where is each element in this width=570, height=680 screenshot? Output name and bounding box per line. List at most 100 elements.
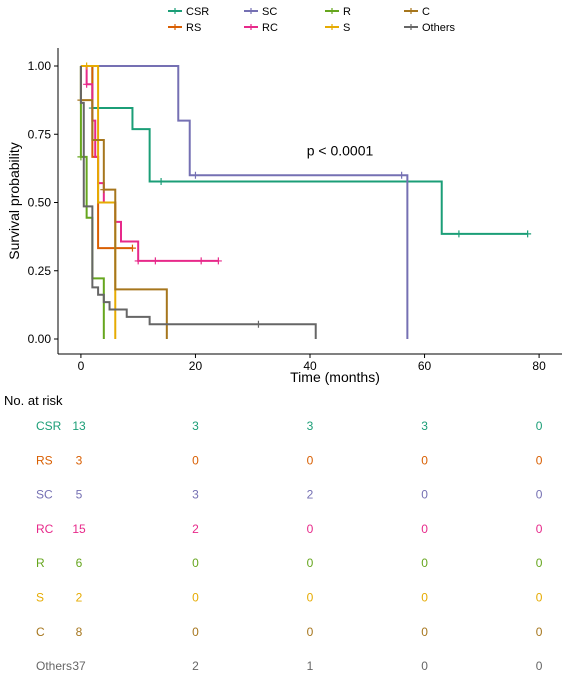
risk-row-label: S bbox=[36, 591, 44, 605]
risk-count: 0 bbox=[192, 453, 199, 467]
curve-rs bbox=[80, 65, 133, 250]
risk-row-csr: CSR 13 3 3 3 0 bbox=[36, 419, 543, 433]
y-tick-label: 1.00 bbox=[28, 59, 52, 73]
plot-area: 0.00 0.25 0.50 0.75 1.00 0 20 40 60 80 p < 0.000… bbox=[28, 48, 562, 373]
risk-count: 0 bbox=[421, 453, 428, 467]
risk-count: 5 bbox=[76, 488, 83, 502]
risk-count: 0 bbox=[421, 488, 428, 502]
legend-label-rc: RC bbox=[262, 22, 278, 34]
risk-count: 13 bbox=[72, 419, 86, 433]
risk-count: 0 bbox=[307, 556, 314, 570]
risk-count: 0 bbox=[307, 453, 314, 467]
risk-count: 3 bbox=[307, 419, 314, 433]
risk-count: 0 bbox=[536, 453, 543, 467]
survival-curves bbox=[77, 62, 532, 339]
p-value-annotation: p < 0.0001 bbox=[307, 142, 374, 158]
risk-count: 3 bbox=[421, 419, 428, 433]
censor-mark-rc bbox=[134, 257, 142, 265]
risk-count: 2 bbox=[192, 659, 199, 673]
risk-count: 0 bbox=[421, 659, 428, 673]
risk-count: 0 bbox=[536, 556, 543, 570]
legend-key-mark-r bbox=[329, 8, 335, 14]
risk-row-label: C bbox=[36, 625, 45, 639]
risk-count: 0 bbox=[536, 522, 543, 536]
legend-label-r: R bbox=[343, 6, 351, 18]
risk-count: 0 bbox=[192, 556, 199, 570]
risk-row-sc: SC 5 3 2 0 0 bbox=[36, 488, 543, 502]
legend-label-others: Others bbox=[422, 22, 456, 34]
legend-label-csr: CSR bbox=[186, 6, 209, 18]
risk-count: 0 bbox=[536, 488, 543, 502]
censor-mark-csr bbox=[157, 177, 165, 185]
legend-key-mark-sc bbox=[248, 8, 254, 14]
x-tick-label: 40 bbox=[303, 359, 317, 373]
risk-count: 0 bbox=[192, 591, 199, 605]
legend-key-mark-rc bbox=[248, 24, 254, 30]
x-tick-label: 20 bbox=[189, 359, 203, 373]
censor-mark-csr bbox=[524, 230, 532, 238]
risk-row-r: R 6 0 0 0 0 bbox=[36, 556, 543, 570]
x-tick-label: 60 bbox=[418, 359, 432, 373]
x-tick-label: 0 bbox=[78, 359, 85, 373]
legend-key-mark-others bbox=[408, 24, 414, 30]
curve-others bbox=[79, 66, 317, 339]
censor-mark-sc bbox=[191, 171, 199, 179]
risk-count: 2 bbox=[76, 591, 83, 605]
censor-mark-sc bbox=[398, 171, 406, 179]
risk-count: 0 bbox=[192, 625, 199, 639]
censor-mark-c bbox=[100, 186, 108, 194]
legend-key-mark-s bbox=[329, 24, 335, 30]
risk-count: 0 bbox=[536, 591, 543, 605]
curve-c bbox=[79, 66, 168, 339]
risk-row-others: Others 37 2 1 0 0 bbox=[36, 659, 543, 673]
legend-label-s: S bbox=[343, 22, 350, 34]
risk-row-label: RS bbox=[36, 453, 53, 467]
risk-row-label: RC bbox=[36, 522, 54, 536]
risk-row-c: C 8 0 0 0 0 bbox=[36, 625, 543, 639]
censor-mark-rc bbox=[214, 257, 222, 265]
censor-mark-csr bbox=[455, 230, 463, 238]
risk-count: 0 bbox=[536, 659, 543, 673]
risk-count: 1 bbox=[307, 659, 314, 673]
censor-mark-rc bbox=[83, 80, 91, 88]
x-axis-ticks: 0 20 40 60 80 bbox=[78, 354, 546, 373]
risk-row-rc: RC 15 2 0 0 0 bbox=[36, 522, 543, 536]
risk-count: 3 bbox=[192, 419, 199, 433]
y-tick-label: 0.50 bbox=[28, 196, 52, 210]
censor-mark-rc bbox=[197, 257, 205, 265]
x-tick-label: 80 bbox=[532, 359, 546, 373]
curve-csr bbox=[80, 65, 528, 235]
curve-rc bbox=[80, 65, 219, 262]
risk-count: 0 bbox=[421, 522, 428, 536]
censor-mark-rc bbox=[151, 257, 159, 265]
risk-count: 2 bbox=[307, 488, 314, 502]
risk-count: 15 bbox=[72, 522, 86, 536]
legend-key-mark-c bbox=[408, 8, 414, 14]
censor-mark-others bbox=[254, 320, 262, 328]
risk-count: 3 bbox=[192, 488, 199, 502]
y-tick-label: 0.75 bbox=[28, 127, 52, 141]
legend-key-mark-csr bbox=[172, 8, 178, 14]
risk-count: 8 bbox=[76, 625, 83, 639]
y-axis-ticks: 0.00 0.25 0.50 0.75 1.00 bbox=[28, 59, 58, 346]
risk-count: 0 bbox=[307, 625, 314, 639]
censor-mark-rs bbox=[128, 244, 136, 252]
risk-count: 0 bbox=[536, 625, 543, 639]
risk-table-title: No. at risk bbox=[4, 393, 63, 408]
risk-count: 0 bbox=[421, 591, 428, 605]
censor-mark-s bbox=[83, 62, 91, 70]
y-tick-label: 0.25 bbox=[28, 264, 52, 278]
risk-row-label: CSR bbox=[36, 419, 62, 433]
risk-count: 0 bbox=[421, 556, 428, 570]
risk-count: 0 bbox=[536, 419, 543, 433]
risk-row-rs: RS 3 0 0 0 0 bbox=[36, 453, 543, 467]
risk-table: No. at risk CSR 13 3 3 3 0 RS 3 0 0 0 0 S C 5 3 2 0 0 RC 15 2… bbox=[4, 393, 543, 673]
risk-count: 0 bbox=[421, 625, 428, 639]
risk-count: 0 bbox=[307, 591, 314, 605]
risk-count: 0 bbox=[307, 522, 314, 536]
risk-table-rows: CSR 13 3 3 3 0 RS 3 0 0 0 0 SC 5 3 2 0 0 RC 15 2 0 0 0 R 6 0 0 0 0 S 2 0… bbox=[36, 419, 543, 673]
risk-row-s: S 2 0 0 0 0 bbox=[36, 591, 543, 605]
legend-label-sc: SC bbox=[262, 6, 277, 18]
risk-count: 37 bbox=[72, 659, 86, 673]
